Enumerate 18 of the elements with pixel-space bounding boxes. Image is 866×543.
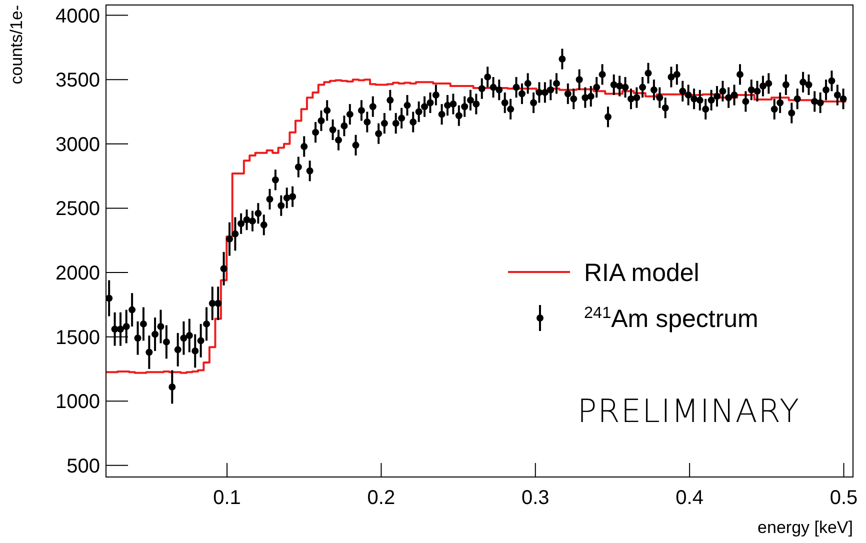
y-axis-title: counts/1e-: [7, 5, 26, 84]
x-tick-label: 0.3: [521, 487, 550, 509]
y-tick-label: 2500: [56, 198, 100, 220]
x-tick-label: 0.5: [830, 487, 858, 509]
x-tick-label: 0.4: [676, 487, 704, 509]
annotation: PRELIMINARY: [577, 392, 800, 430]
y-tick-label: 3500: [56, 70, 100, 92]
y-tick-label: 3000: [56, 134, 100, 156]
x-tick-label: 0.1: [213, 487, 241, 509]
x-tick-label: 0.2: [367, 487, 396, 509]
x-axis-title: energy [keV]: [758, 518, 853, 537]
y-tick-label: 1000: [56, 391, 100, 414]
y-tick-label: 2000: [56, 262, 100, 285]
y-tick-label: 4000: [56, 5, 100, 28]
legend-label: $^{241}$Am spectrum: [584, 304, 758, 333]
y-tick-label: 500: [66, 455, 100, 478]
legend-label: RIA model: [584, 259, 700, 287]
y-tick-label: 1500: [56, 326, 100, 349]
